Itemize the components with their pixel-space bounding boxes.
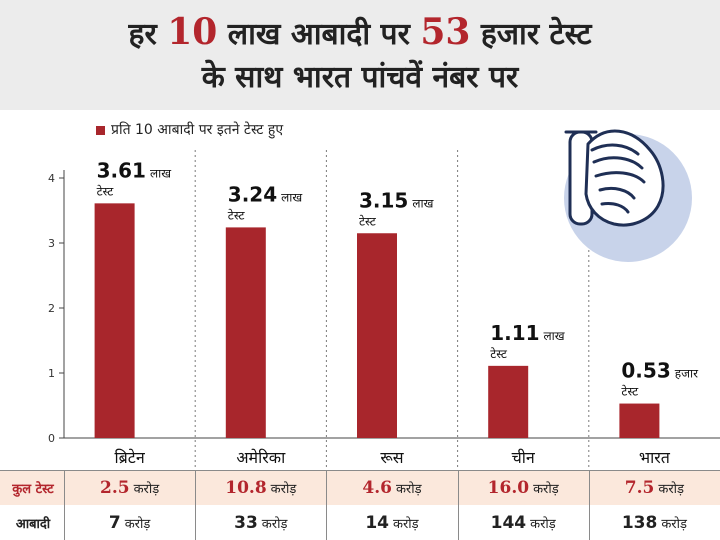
table-top-rule (0, 470, 720, 471)
bar-value-label: 0.53 हजार (621, 359, 699, 383)
table-cell: 7.5 करोड़ (589, 471, 720, 505)
table-cell: 2.5 करोड़ (64, 471, 195, 505)
y-tick-label: 0 (48, 432, 55, 445)
table-column-separator (326, 471, 328, 505)
table-cell: 16.0 करोड़ (458, 471, 589, 505)
cell-unit: करोड़ (270, 482, 297, 497)
cell-value: 138 (621, 512, 658, 533)
bar-value-label: 1.11 लाख (490, 321, 565, 345)
bar-value-unit-label: टेस्ट (97, 184, 115, 198)
bar-value-unit-label: टेस्ट (490, 347, 508, 361)
table-column-separator (588, 505, 590, 540)
cell-unit: करोड़ (395, 482, 422, 497)
bar (94, 203, 135, 438)
cell-unit: करोड़ (530, 516, 556, 532)
table-cell: 33 करोड़ (195, 505, 326, 540)
table-column-separator (457, 505, 459, 540)
table-cell: 10.8 करोड़ (195, 471, 326, 505)
table-column-separator (195, 471, 197, 505)
y-tick-label: 1 (48, 367, 55, 380)
table-column-separator (64, 505, 65, 540)
table-cell: 7 करोड़ (64, 505, 195, 540)
table-column-separator (195, 505, 197, 540)
bar-chart: 0 1 2 3 4 3.61 लाख टेस्ट 3.24 लाख टेस्ट 3.15 लाख टेस… (48, 129, 720, 470)
bar-series (94, 203, 660, 438)
bar-value-label: 3.61 लाख (97, 158, 172, 182)
cell-unit: करोड़ (533, 482, 559, 497)
x-category-label: चीन (512, 448, 536, 467)
cell-value: 2.5 (99, 478, 130, 498)
title-line-2: के साथ भारत पांचवें नंबर पर (201, 60, 519, 95)
title-line-1: हर 10 लाख आबादी पर 53 हजार टेस्ट (128, 11, 592, 53)
legend-swatch (96, 125, 105, 135)
table-column-separator (588, 471, 590, 505)
cell-unit: करोड़ (261, 516, 288, 532)
bar-value-label: 3.15 लाख (359, 188, 434, 212)
cell-value: 14 (365, 512, 389, 533)
cell-unit: करोड़ (124, 516, 151, 532)
bar-value-unit-label: टेस्ट (359, 214, 377, 228)
chart-legend: प्रति 10 आबादी पर इतने टेस्ट हुए (96, 120, 283, 139)
bar (619, 403, 660, 438)
y-tick-label: 3 (48, 237, 55, 250)
bar (488, 365, 529, 438)
cell-value: 16.0 (487, 478, 530, 498)
bar-labels: 3.61 लाख टेस्ट 3.24 लाख टेस्ट 3.15 लाख टेस्ट 1.11… (97, 158, 700, 398)
table-cell: 14 करोड़ (326, 505, 457, 540)
cell-value: 7.5 (624, 478, 655, 498)
table-cell: 138 करोड़ (589, 505, 720, 540)
row-label-population: आबादी (15, 516, 51, 532)
x-category-label: रूस (380, 448, 404, 467)
cell-unit: करोड़ (661, 516, 687, 532)
cell-value: 33 (234, 512, 258, 533)
y-tick-label: 2 (48, 302, 55, 315)
cell-unit: करोड़ (393, 516, 419, 532)
y-tick-label: 4 (48, 172, 55, 185)
bar-value-unit-label: टेस्ट (621, 385, 639, 399)
cell-value: 10.8 (225, 478, 267, 498)
table-row-total-tests: कुल टेस्ट 2.5 करोड़ 10.8 करोड़ 4.6 करोड़ 16.0 क… (0, 471, 720, 505)
bar-value-label: 3.24 लाख (228, 182, 303, 206)
row-label-total-tests: कुल टेस्ट (12, 482, 54, 497)
bar-value-unit-label: टेस्ट (228, 208, 246, 222)
y-axis: 0 1 2 3 4 (48, 170, 65, 445)
table-column-separator (64, 471, 65, 505)
title-banner: हर 10 लाख आबादी पर 53 हजार टेस्ट के साथ … (0, 0, 720, 110)
table-row-population: आबादी 7 करोड़ 33 करोड़ 14 करोड़ 144 करोड़ 138 करो… (0, 505, 720, 540)
table-column-separator (457, 471, 459, 505)
x-axis-labels: ब्रिटेन अमेरिका रूस चीन भारत (114, 448, 670, 467)
cell-value: 144 (490, 512, 527, 533)
legend-label: प्रति 10 आबादी पर इतने टेस्ट हुए (111, 122, 284, 138)
table-cell: 144 करोड़ (458, 505, 589, 540)
table-column-separator (326, 505, 328, 540)
cell-value: 4.6 (362, 478, 392, 498)
cell-unit: करोड़ (658, 482, 684, 497)
table-cell: 4.6 करोड़ (326, 471, 457, 505)
test-tube-hand-icon (564, 129, 692, 262)
x-category-label: भारत (639, 448, 671, 467)
bar (225, 227, 266, 438)
bar (357, 233, 397, 438)
cell-value: 7 (108, 512, 121, 533)
cell-unit: करोड़ (133, 482, 160, 497)
x-category-label: ब्रिटेन (114, 448, 145, 467)
x-category-label: अमेरिका (236, 448, 286, 467)
